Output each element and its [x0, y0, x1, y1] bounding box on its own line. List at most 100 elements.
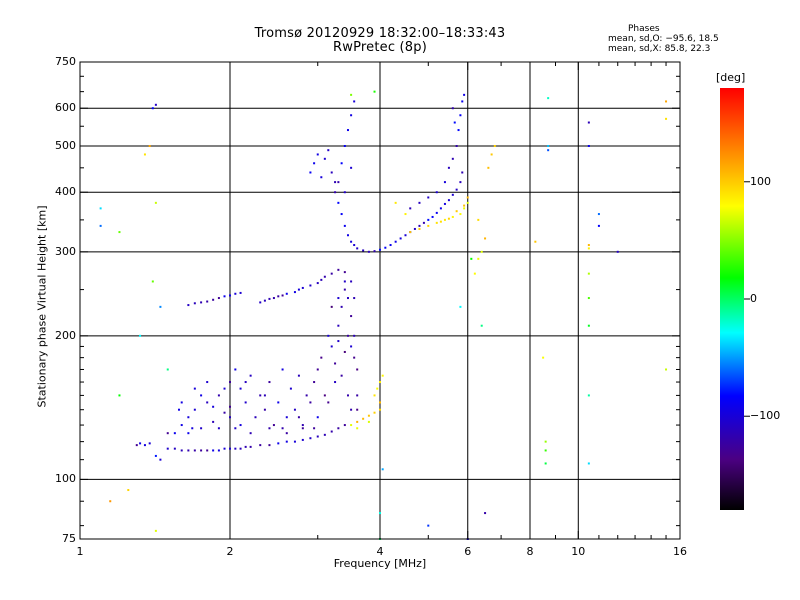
scatter-point [234, 427, 237, 430]
scatter-point [343, 191, 346, 194]
scatter-point [480, 250, 483, 253]
y-tick-label: 100 [55, 472, 76, 486]
scatter-point [305, 394, 308, 397]
scatter-point [356, 368, 359, 371]
scatter-point [455, 188, 458, 191]
scatter-point [443, 202, 446, 205]
scatter-point [439, 220, 442, 223]
scatter-point [343, 280, 346, 283]
x-tick-label: 4 [376, 545, 384, 558]
scatter-point [461, 171, 464, 174]
scatter-point [418, 224, 421, 227]
colorbar [720, 88, 744, 510]
scatter-point [249, 374, 252, 377]
colorbar-tick-label: 100 [750, 174, 771, 188]
scatter-point [477, 218, 480, 221]
scatter-point [334, 362, 337, 365]
scatter-point [139, 442, 142, 445]
scatter-point [166, 368, 169, 371]
scatter-point [239, 291, 242, 294]
scatter-point [320, 356, 323, 359]
scatter-point [118, 394, 121, 397]
scatter-point [277, 401, 280, 404]
scatter-point [316, 416, 319, 419]
scatter-point [665, 368, 668, 371]
scatter-point [340, 213, 343, 216]
scatter-point [229, 447, 231, 450]
scatter-point [259, 394, 262, 397]
scatter-point [394, 240, 397, 243]
scatter-point [394, 201, 397, 204]
scatter-point [173, 432, 176, 435]
colorbar-tick-label: 0 [750, 292, 757, 305]
scatter-point [337, 427, 340, 430]
scatter-point [159, 305, 162, 308]
scatter-point [268, 297, 271, 300]
scatter-point [453, 121, 456, 124]
scatter-point [356, 408, 359, 411]
scatter-point [381, 374, 384, 377]
x-axis-label: Frequency [MHz] [333, 557, 427, 570]
scatter-point [193, 387, 196, 390]
scatter-point [353, 334, 356, 337]
scatter-point [285, 292, 288, 295]
scatter-point [277, 442, 280, 445]
scatter-point [447, 199, 450, 202]
scatter-point [272, 424, 275, 427]
scatter-point [587, 244, 590, 247]
scatter-point [379, 512, 381, 515]
scatter-point [323, 394, 326, 397]
scatter-point [356, 420, 359, 423]
scatter-point [534, 240, 537, 243]
scatter-point [484, 512, 487, 515]
scatter-point [212, 298, 215, 301]
scatter-point [346, 129, 349, 132]
scatter-point [323, 433, 326, 436]
scatter-point [379, 381, 381, 384]
x-tick-label: 6 [464, 545, 472, 558]
scatter-point [334, 181, 337, 184]
scatter-point [135, 444, 138, 447]
scatter-point [316, 153, 319, 156]
scatter-point [447, 166, 450, 169]
scatter-point [200, 427, 203, 430]
scatter-point [451, 157, 454, 160]
scatter-point [587, 272, 590, 275]
scatter-point [343, 144, 346, 147]
scatter-point [200, 449, 203, 452]
scatter-point [206, 300, 209, 303]
scatter-point [143, 153, 146, 156]
scatter-point [193, 449, 196, 452]
scatter-point [263, 394, 266, 397]
scatter-point [350, 114, 353, 117]
scatter-point [327, 149, 330, 152]
scatter-point [431, 215, 434, 218]
scatter-point [127, 489, 130, 492]
scatter-point [340, 374, 343, 377]
scatter-point [459, 181, 462, 184]
scatter-point [427, 218, 430, 221]
scatter-point [187, 304, 190, 307]
scatter-point [166, 432, 169, 435]
scatter-point [285, 440, 288, 443]
x-tick-label: 8 [526, 545, 534, 558]
scatter-point [263, 408, 266, 411]
scatter-point [313, 162, 316, 165]
scatter-point [435, 191, 438, 194]
scatter-point [330, 272, 333, 275]
scatter-point [466, 201, 469, 204]
scatter-point [217, 427, 220, 430]
scatter-point [547, 149, 550, 152]
scatter-point [223, 411, 226, 414]
scatter-point [151, 107, 154, 110]
scatter-point [367, 250, 370, 253]
scatter-point [330, 305, 333, 308]
scatter-point [206, 401, 209, 404]
scatter-point [234, 368, 237, 371]
chart-subtitle: RwPretec (8p) [333, 40, 427, 55]
scatter-point [350, 315, 353, 318]
scatter-point [244, 401, 247, 404]
scatter-point [118, 231, 121, 234]
scatter-point [356, 247, 359, 250]
scatter-point [223, 387, 226, 390]
